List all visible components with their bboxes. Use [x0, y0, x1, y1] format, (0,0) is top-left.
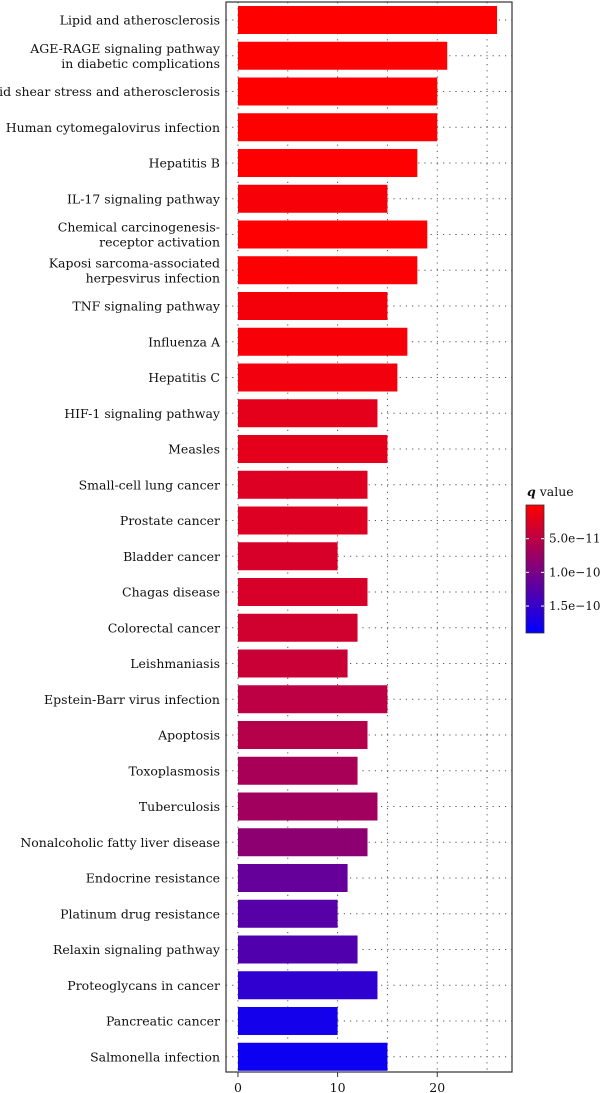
category-labels: Lipid and atherosclerosis AGE-RAGE signal… [0, 13, 221, 1065]
category-label: Pancreatic cancer [106, 1014, 220, 1029]
category-label: Relaxin signaling pathway [53, 942, 221, 957]
category-label: Hepatitis C [148, 370, 220, 385]
category-label: Small-cell lung cancer [79, 477, 220, 492]
bar [237, 756, 358, 785]
category-label: Fluid shear stress and atherosclerosis [0, 84, 220, 99]
category-label: Human cytomegalovirus infection [6, 120, 220, 135]
category-label: Chagas disease [122, 585, 220, 600]
bar [237, 399, 378, 428]
bar [237, 435, 388, 463]
category-label: Endocrine resistance [86, 871, 220, 886]
bar [237, 935, 358, 964]
category-label: Prostate cancer [120, 513, 220, 528]
legend-title: q value [527, 484, 574, 499]
bar [237, 256, 418, 285]
bar [237, 1042, 388, 1071]
bar [237, 470, 368, 499]
category-label: Lipid and atherosclerosis [60, 13, 220, 28]
category-label: Leishmaniasis [130, 656, 220, 671]
category-label: Nonalcoholic fatty liver disease [20, 835, 220, 850]
category-label: Proteoglycans in cancer [67, 978, 220, 993]
bar [237, 506, 368, 535]
category-label: IL-17 signaling pathway [67, 191, 221, 206]
bar [237, 971, 378, 1000]
x-tick-label: 10 [330, 1080, 346, 1093]
category-label: Salmonella infection [90, 1049, 220, 1064]
bar [237, 828, 368, 857]
bars [237, 6, 498, 1071]
bar [237, 149, 418, 177]
x-tick-label: 20 [429, 1080, 445, 1093]
bar [237, 864, 348, 892]
category-label: Epstein-Barr virus infection [44, 692, 220, 707]
bar [237, 41, 448, 70]
category-label: AGE-RAGE signaling pathway in diabetic co… [29, 41, 221, 71]
category-label: Measles [168, 442, 220, 457]
bar [237, 685, 388, 714]
bar [237, 899, 338, 928]
x-tick-label: 0 [234, 1080, 242, 1093]
bar [237, 792, 378, 821]
bar [237, 113, 438, 142]
category-label: Colorectal cancer [108, 620, 220, 635]
bar [237, 292, 388, 320]
category-label: Kaposi sarcoma-associated herpesvirus inf… [49, 255, 220, 285]
category-label: Tuberculosis [139, 799, 220, 814]
q-value-colorbar: q value 5.0e−11 1.0e−10 1.5e−10 [525, 484, 600, 634]
bar [237, 184, 388, 213]
bar [237, 327, 408, 356]
category-label: HIF-1 signaling pathway [64, 406, 221, 421]
bar [237, 220, 428, 249]
category-label: Bladder cancer [123, 549, 220, 564]
category-label: Apoptosis [157, 728, 220, 743]
bar [237, 649, 348, 678]
colorbar-tick-label: 1.0e−10 [549, 565, 600, 579]
bar [237, 578, 368, 606]
category-label: Influenza A [148, 334, 221, 349]
bar [237, 6, 498, 34]
category-label: Platinum drug resistance [60, 906, 220, 921]
bar [237, 542, 338, 571]
plot-frame [225, 1, 513, 1073]
bar [237, 363, 398, 392]
category-label: Hepatitis B [149, 156, 220, 171]
category-label: Chemical carcinogenesis-receptor activat… [58, 220, 220, 250]
colorbar-tick-label: 5.0e−11 [549, 532, 600, 546]
category-label: TNF signaling pathway [72, 299, 221, 314]
x-axis: 0 10 20 [234, 1072, 445, 1093]
colorbar-gradient [525, 504, 545, 634]
bar [237, 613, 358, 642]
bar [237, 721, 368, 749]
category-label: Toxoplasmosis [128, 763, 220, 778]
bar [237, 77, 438, 106]
bar [237, 1007, 338, 1035]
colorbar-tick-label: 1.5e−10 [549, 599, 600, 613]
